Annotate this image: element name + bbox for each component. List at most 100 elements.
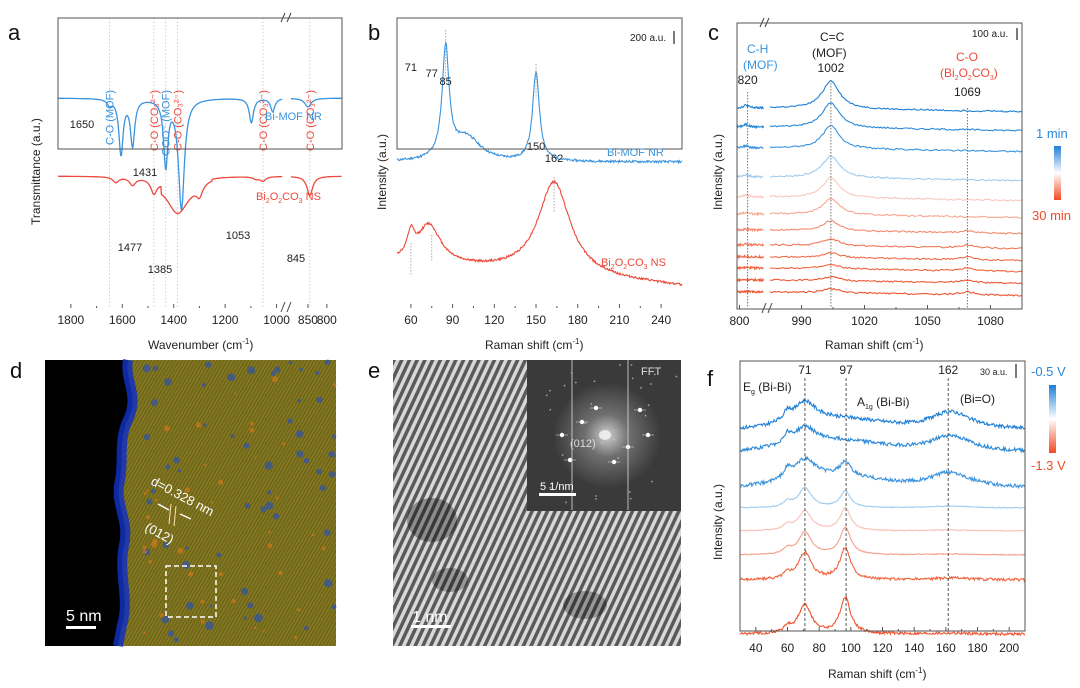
b-x-tick-label: 150: [526, 313, 546, 327]
b-ylabel: Intensity (a.u.): [375, 134, 389, 210]
c-series-line-right: [769, 275, 1023, 285]
f-series-line: [739, 454, 1026, 490]
e-fft-spots: [545, 363, 678, 504]
c-axis-break: [767, 302, 773, 314]
panel-letter-d: d: [10, 358, 22, 383]
d-blue-defects: [142, 359, 337, 643]
e-fft-speckle: [630, 363, 633, 366]
a-peak-label: 1650: [70, 119, 94, 131]
f-potential-colorbar: [1049, 385, 1056, 453]
e-fft-center: [599, 430, 611, 440]
f-potential-end-label: -1.3 V: [1031, 458, 1066, 473]
d-arrow-left: [157, 503, 170, 511]
c-series-line-right: [769, 198, 1022, 219]
panel-b-raman-chart: 85 150 71 77 162 60 90 120 150 180 210 240 Intensit…: [375, 17, 683, 352]
d-defect-spot: [265, 501, 274, 510]
c-ylabel: Intensity (a.u.): [711, 134, 725, 210]
d-bright-spot: [159, 613, 164, 618]
d-bright-spot: [249, 427, 255, 433]
c-peak-label: 820: [738, 73, 758, 87]
d-defect-spot: [328, 450, 335, 458]
b-x-tick-label: 90: [446, 313, 460, 327]
d-bright-spot: [268, 531, 271, 534]
c-series-line-right: [769, 238, 1023, 250]
e-fft-speckle: [613, 438, 616, 441]
d-bright-spot: [143, 631, 146, 635]
a-sample-label-bimof: Bi-MOF NR: [265, 111, 322, 123]
d-defect-spot: [331, 604, 337, 610]
f-series-line: [739, 594, 1026, 637]
panel-letter-e: e: [368, 358, 380, 383]
b-peak-label: 162: [545, 153, 563, 165]
d-defect-spot: [240, 587, 249, 596]
f-series-line: [739, 546, 1026, 583]
c-axis-break-mask: [764, 303, 770, 313]
d-defect-spot: [216, 552, 222, 558]
b-peak-label: 150: [527, 141, 545, 153]
e-fft-speckle: [545, 394, 548, 397]
a-x-tick-label: 1000: [263, 313, 290, 327]
a-peak-label: 1053: [226, 230, 250, 242]
d-defect-spot: [323, 529, 331, 536]
f-x-tick-label: 80: [812, 641, 826, 655]
f-series-line: [739, 526, 1026, 556]
d-bright-spot: [267, 543, 273, 549]
d-defect-spot: [182, 560, 190, 569]
d-bright-spot: [249, 421, 254, 426]
d-defect-spot: [205, 361, 212, 368]
c-series-line-left: [736, 254, 765, 261]
panel-e-hrtem-image: FFT (012) 5 1/nm 1 nm: [393, 360, 681, 646]
a-series-line: [58, 97, 342, 211]
c-series-line-right: [769, 79, 1023, 113]
b-peak-label: 77: [426, 68, 438, 80]
d-bright-spot: [211, 501, 214, 504]
b-scale-label: 200 a.u.: [630, 33, 666, 44]
a-band-annotation: C-O (CO₃²⁻): [305, 90, 317, 151]
b-frame: [396, 17, 683, 150]
c-cc-mof-label: (MOF): [812, 46, 847, 60]
c-axis-break-mask: [760, 18, 766, 26]
e-fft-speckle: [565, 501, 568, 504]
c-series-line-left: [736, 265, 764, 271]
d-defect-spot: [295, 430, 304, 438]
f-x-tick-label: 100: [841, 641, 861, 655]
d-bright-spot: [234, 392, 237, 395]
d-defect-spot: [288, 360, 293, 365]
e-fft-speckle: [584, 422, 587, 425]
d-defect-spot: [152, 365, 159, 372]
e-fft-speckle: [590, 403, 593, 405]
e-scale-label: 1 nm: [412, 609, 448, 626]
d-defect-spot: [146, 498, 153, 505]
d-scale-label: 5 nm: [66, 608, 102, 625]
c-frame: [736, 22, 1023, 310]
d-defect-spot: [162, 542, 169, 549]
d-defect-spot: [303, 625, 309, 631]
d-defect-spot: [267, 490, 272, 495]
d-defect-spot: [201, 382, 206, 388]
d-defect-spot: [164, 378, 172, 386]
panel-f-potential-raman-chart: 71 97 162 40 60 80 100 120 140 160 180 200 Intensit…: [711, 360, 1066, 681]
c-x-tick-label: 800: [729, 314, 749, 328]
e-fft-title: FFT: [641, 366, 661, 378]
c-series-line-left: [736, 143, 764, 150]
d-bright-spot: [200, 599, 205, 604]
d-bright-spot: [254, 456, 257, 459]
f-ylabel: Intensity (a.u.): [711, 484, 725, 560]
panel-letter-c: c: [708, 20, 719, 45]
e-fft-speckle: [640, 386, 642, 389]
c-peak-label: 1002: [818, 61, 845, 75]
d-bright-spot: [146, 489, 150, 492]
b-sample-label-bi2o2co3: Bi2O2CO3 NS: [601, 257, 666, 271]
e-fft-speckle: [628, 491, 631, 493]
d-defect-spot: [319, 485, 327, 492]
c-co-label: C-O: [956, 50, 978, 64]
d-defect-spot: [209, 604, 213, 608]
e-fft-speckle: [651, 480, 653, 483]
d-defect-spot: [143, 433, 151, 441]
d-defect-spot: [227, 373, 236, 382]
panel-letter-b: b: [368, 20, 380, 45]
a-band-annotation: C-O (CO₃²⁻): [173, 90, 185, 151]
d-defect-spot: [328, 471, 336, 478]
c-series-line-right: [769, 155, 1023, 182]
